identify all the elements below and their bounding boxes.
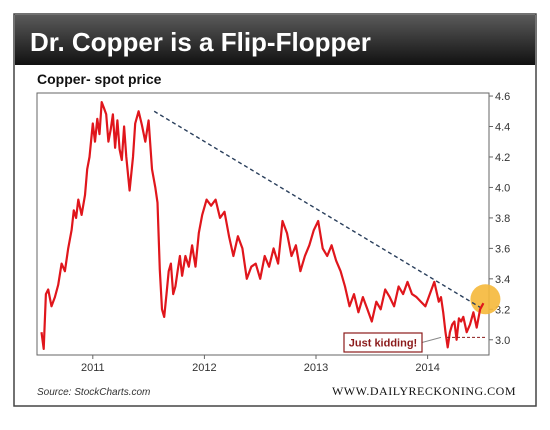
brand-url: WWW.DAILYRECKONING.COM	[332, 384, 516, 398]
y-tick-label: 3.2	[495, 304, 510, 316]
y-tick-label: 4.0	[495, 182, 510, 194]
chart-title: Copper- spot price	[37, 71, 162, 87]
y-tick-label: 4.2	[495, 152, 510, 164]
price-series-line	[40, 100, 485, 350]
source-credit: Source: StockCharts.com	[37, 387, 150, 398]
annotation-box	[343, 332, 423, 353]
plot-frame	[36, 92, 490, 356]
banner-title: Dr. Copper is a Flip-Flopper	[30, 27, 371, 57]
y-tick-label: 4.4	[495, 122, 510, 134]
y-tick-label: 3.4	[495, 274, 510, 286]
y-tick-label: 3.6	[495, 243, 510, 255]
x-tick-label: 2014	[415, 362, 439, 374]
x-tick-label: 2013	[304, 362, 328, 374]
y-tick-label: 4.6	[495, 91, 510, 103]
title-banner	[15, 15, 535, 65]
y-tick-label: 3.8	[495, 213, 510, 225]
annotation-label: Just kidding!	[349, 338, 417, 350]
trend-line	[153, 110, 484, 310]
highlight-circle	[470, 284, 501, 315]
x-tick-label: 2012	[192, 362, 216, 374]
annotation-leader-line	[421, 336, 442, 343]
x-tick-label: 2011	[81, 362, 105, 374]
plot-layer: 3.0 3.2 3.4 3.6 3.8 4.0 4.2 4.4 4.6 2011 2012 2013 2…	[40, 91, 510, 374]
y-tick-label: 3.0	[495, 335, 510, 347]
